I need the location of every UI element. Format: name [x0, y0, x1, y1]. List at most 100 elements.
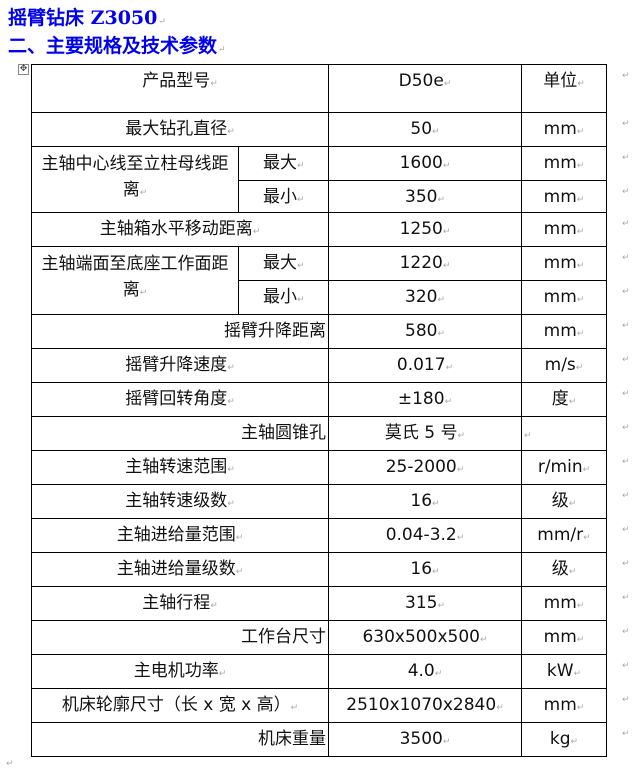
- row-unit: m/s: [521, 348, 607, 383]
- table-row: 主轴中心线至立柱母线距离 最大 1600 mm: [31, 146, 607, 213]
- table-row: 主轴行程315mm: [31, 586, 607, 621]
- header-unit: 单位: [521, 64, 607, 113]
- row-value: 16: [328, 484, 522, 519]
- row-end-mark: ↵: [622, 152, 630, 163]
- row-value: 2510x1070x2840: [328, 688, 522, 723]
- row-value: 3500: [328, 722, 522, 757]
- table-row: 最小 320 mm: [32, 280, 607, 315]
- table-row: 主轴转速级数16级: [31, 484, 607, 519]
- section-heading: 二、主要规格及技术参数↵: [8, 35, 226, 57]
- row-name: 主轴进给量范围: [31, 518, 329, 553]
- table-row: 主电机功率4.0kW: [31, 654, 607, 689]
- row-end-mark: ↵: [622, 728, 630, 739]
- sub-label: 最大: [238, 246, 329, 281]
- row-name: 主轴行程: [31, 586, 329, 621]
- table-row: 最大钻孔直径 50 mm: [31, 112, 607, 147]
- row-unit: [521, 416, 607, 451]
- row-unit: 级: [521, 484, 607, 519]
- row-value: 莫氏 5 号: [328, 416, 522, 451]
- row-value: ±180: [328, 382, 522, 417]
- row-unit: kg: [521, 722, 607, 757]
- row-unit: mm: [521, 314, 607, 349]
- row-name: 主轴端面至底座工作面距离: [31, 246, 239, 315]
- row-value: 50: [328, 112, 522, 147]
- sub-label: 最大: [238, 146, 329, 181]
- table-header-row: 产品型号 D50e 单位: [31, 64, 607, 113]
- row-unit: mm: [521, 280, 607, 315]
- row-unit: mm: [521, 620, 607, 655]
- row-name: 机床轮廓尺寸（长 x 宽 x 高）: [31, 688, 329, 723]
- row-end-mark: ↵: [622, 286, 630, 297]
- row-value: 630x500x500: [328, 620, 522, 655]
- row-end-mark: ↵: [622, 388, 630, 399]
- row-name: 摇臂升降距离: [31, 314, 329, 349]
- row-unit: mm: [521, 212, 607, 247]
- row-end-mark: ↵: [622, 456, 630, 467]
- table-row: 主轴进给量范围0.04-3.2mm/r: [31, 518, 607, 553]
- sub-label: 最小: [238, 180, 329, 213]
- paragraph-mark: ↵: [6, 759, 14, 769]
- row-unit: 度: [521, 382, 607, 417]
- row-value: 1600: [328, 146, 522, 181]
- table-row: 主轴端面至底座工作面距离 最大 1220 mm: [31, 246, 607, 315]
- table-move-handle-icon[interactable]: ✥: [18, 64, 29, 75]
- spec-table: 产品型号 D50e 单位 最大钻孔直径 50 mm 主轴中心线至立柱母线距离 最…: [31, 64, 607, 757]
- row-end-mark: ↵: [622, 118, 630, 129]
- row-value: 580: [328, 314, 522, 349]
- row-value: 320: [328, 280, 522, 315]
- row-name: 机床重量: [31, 722, 329, 757]
- row-value: 0.017: [328, 348, 522, 383]
- row-name: 主轴箱水平移动距离: [31, 212, 329, 247]
- row-end-mark: ↵: [622, 524, 630, 535]
- row-unit: mm: [521, 688, 607, 723]
- row-name: 摇臂回转角度: [31, 382, 329, 417]
- table-row: 工作台尺寸630x500x500mm: [31, 620, 607, 655]
- table-row: 主轴转速范围25-2000r/min: [31, 450, 607, 485]
- row-name: 主轴进给量级数: [31, 552, 329, 587]
- row-end-mark: ↵: [622, 218, 630, 229]
- row-unit: r/min: [521, 450, 607, 485]
- row-name: 主轴转速级数: [31, 484, 329, 519]
- row-unit: mm/r: [521, 518, 607, 553]
- table-row: 摇臂升降速度0.017m/s: [31, 348, 607, 383]
- row-value: 1250: [328, 212, 522, 247]
- row-unit: 级: [521, 552, 607, 587]
- row-name: 主轴圆锥孔: [31, 416, 329, 451]
- row-value: 4.0: [328, 654, 522, 689]
- header-name: 产品型号: [31, 64, 329, 113]
- table-row: 主轴圆锥孔 莫氏 5 号: [31, 416, 607, 451]
- row-end-mark: ↵: [622, 626, 630, 637]
- row-end-mark: ↵: [622, 252, 630, 263]
- table-row: 主轴箱水平移动距离 1250 mm: [31, 212, 607, 247]
- row-end-mark: ↵: [622, 70, 630, 81]
- table-row: 机床重量3500kg: [31, 722, 607, 757]
- sub-label: 最小: [238, 280, 329, 315]
- row-name: 主轴中心线至立柱母线距离: [31, 146, 239, 213]
- table-row: 最小 350 mm: [32, 180, 607, 213]
- row-end-mark: ↵: [622, 320, 630, 331]
- row-end-mark: ↵: [622, 660, 630, 671]
- row-name: 最大钻孔直径: [31, 112, 329, 147]
- row-unit: mm: [521, 180, 607, 213]
- row-value: 16: [328, 552, 522, 587]
- row-name: 主轴转速范围: [31, 450, 329, 485]
- row-end-mark: ↵: [622, 490, 630, 501]
- row-end-mark: ↵: [622, 558, 630, 569]
- row-unit: mm: [521, 112, 607, 147]
- row-value: 350: [328, 180, 522, 213]
- table-row: 摇臂回转角度±180度: [31, 382, 607, 417]
- row-end-mark: ↵: [622, 694, 630, 705]
- row-value: 25-2000: [328, 450, 522, 485]
- table-row: 摇臂升降距离580mm: [31, 314, 607, 349]
- row-end-mark: ↵: [622, 186, 630, 197]
- document-title: 摇臂钻床 Z3050↵: [8, 7, 166, 29]
- row-end-mark: ↵: [622, 592, 630, 603]
- row-value: 0.04-3.2: [328, 518, 522, 553]
- row-value: 315: [328, 586, 522, 621]
- row-name: 摇臂升降速度: [31, 348, 329, 383]
- row-unit: mm: [521, 586, 607, 621]
- table-row: 机床轮廓尺寸（长 x 宽 x 高）2510x1070x2840mm: [31, 688, 607, 723]
- row-unit: mm: [521, 246, 607, 281]
- row-end-mark: ↵: [622, 354, 630, 365]
- row-name: 工作台尺寸: [31, 620, 329, 655]
